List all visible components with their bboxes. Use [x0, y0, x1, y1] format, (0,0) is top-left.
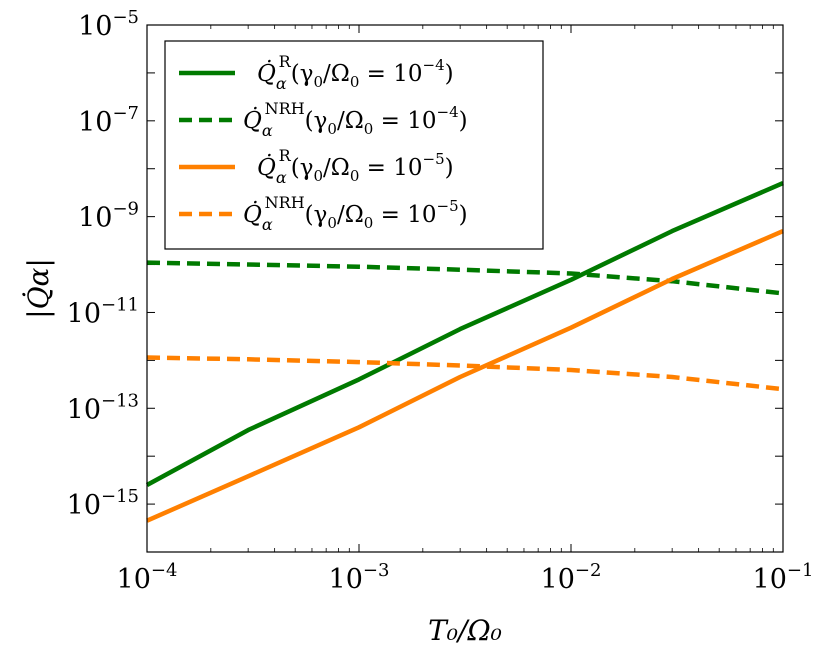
x-tick-label: 10−4: [117, 560, 178, 595]
legend-label: Q̇αNRH(γ0/Ω0 = 10−5): [243, 193, 468, 234]
x-axis-label: T₀/Ω₀: [428, 614, 502, 647]
y-tick-label: 10−7: [78, 103, 139, 138]
tick-labels: 10−4 10−3 10−2 10−1 10−15 10−13 10−11 10−9 10−7 1…: [67, 7, 814, 595]
series-lines: [145, 181, 784, 523]
plot-frame: [146, 24, 784, 553]
y-tick-label: 10−15: [67, 486, 139, 521]
series-line-2: [146, 260, 784, 296]
x-tick-label: 10−1: [753, 560, 814, 595]
series-line-4: [146, 355, 784, 392]
y-axis-label: |Q̇α|: [22, 258, 55, 319]
x-tick-label: 10−3: [329, 560, 390, 595]
series-line-3: [146, 229, 784, 523]
x-tick-label: 10−2: [541, 560, 602, 595]
legend-label: Q̇αNRH(γ0/Ω0 = 10−4): [243, 99, 468, 140]
y-tick-label: 10−13: [67, 390, 139, 425]
legend-label: Q̇αR(γ0/Ω0 = 10−4): [257, 52, 454, 93]
y-tick-label: 10−5: [78, 7, 139, 42]
y-tick-label: 10−11: [67, 294, 139, 329]
y-tick-label: 10−9: [78, 199, 139, 234]
legend: Q̇αR(γ0/Ω0 = 10−4) Q̇αNRH(γ0/Ω0 = 10−4) Q̇…: [164, 40, 544, 250]
series-line-1: [145, 181, 784, 487]
legend-label: Q̇αR(γ0/Ω0 = 10−5): [257, 146, 454, 187]
